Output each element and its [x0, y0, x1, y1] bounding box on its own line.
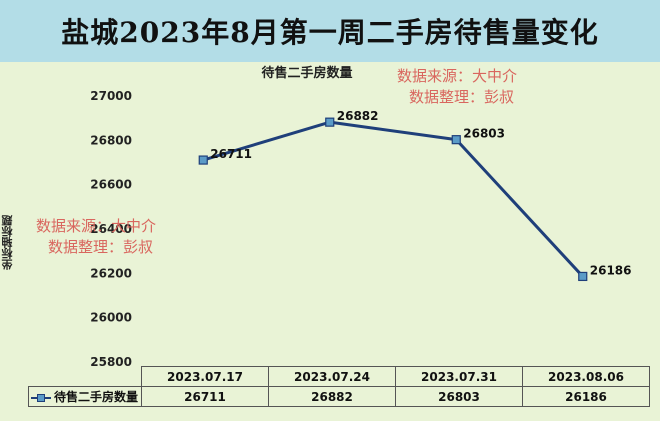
data-table-category: 2023.07.17	[141, 366, 269, 387]
data-table-corner	[28, 366, 142, 387]
data-label: 26711	[210, 147, 252, 161]
data-point	[325, 117, 335, 127]
data-point	[578, 271, 588, 282]
watermark-source: 数据来源：大中介	[36, 217, 157, 235]
data-table-category: 2023.07.31	[395, 366, 523, 387]
page-title: 盐城2023年8月第一周二手房待售量变化	[61, 16, 599, 49]
chart-title: 待售二手房数量	[261, 66, 353, 81]
legend-label: 待售二手房数量	[54, 390, 139, 404]
data-table-category: 2023.07.24	[268, 366, 396, 387]
data-point	[198, 155, 208, 165]
data-table-header-row: 2023.07.17 2023.07.24 2023.07.31 2023.08…	[28, 366, 650, 387]
legend-line-marker-icon	[31, 393, 51, 402]
data-point	[451, 135, 461, 145]
watermark-source: 数据来源：大中介	[397, 67, 518, 85]
y-tick-label: 26000	[90, 311, 132, 325]
title-banner: 盐城2023年8月第一周二手房待售量变化	[0, 0, 660, 62]
data-table-value-row: 待售二手房数量 26711 26882 26803 26186	[28, 386, 650, 407]
y-tick-label: 26600	[90, 178, 132, 192]
watermark-top-right: 数据来源：大中介 数据整理：彭叔	[397, 66, 517, 108]
data-label: 26186	[590, 263, 632, 277]
data-table-value: 26186	[522, 386, 650, 407]
data-label: 26803	[463, 127, 505, 141]
watermark-author: 数据整理：彭叔	[48, 238, 154, 256]
series-line	[202, 120, 584, 278]
data-table: 2023.07.17 2023.07.24 2023.07.31 2023.08…	[28, 366, 650, 407]
data-table-value: 26803	[395, 386, 523, 407]
y-tick-label: 26400	[90, 222, 132, 236]
data-table-value: 26711	[141, 386, 269, 407]
y-tick-label: 27000	[90, 89, 132, 103]
y-tick-label: 25800	[90, 355, 132, 369]
watermark-left: 数据来源：大中介 数据整理：彭叔	[36, 216, 156, 258]
legend-entry: 待售二手房数量	[28, 386, 142, 407]
y-tick-label: 26200	[90, 266, 132, 280]
data-table-category: 2023.08.06	[522, 366, 650, 387]
data-table-value: 26882	[268, 386, 396, 407]
y-tick-label: 26800	[90, 133, 132, 147]
watermark-author: 数据整理：彭叔	[409, 88, 515, 106]
data-label: 26882	[337, 109, 379, 123]
